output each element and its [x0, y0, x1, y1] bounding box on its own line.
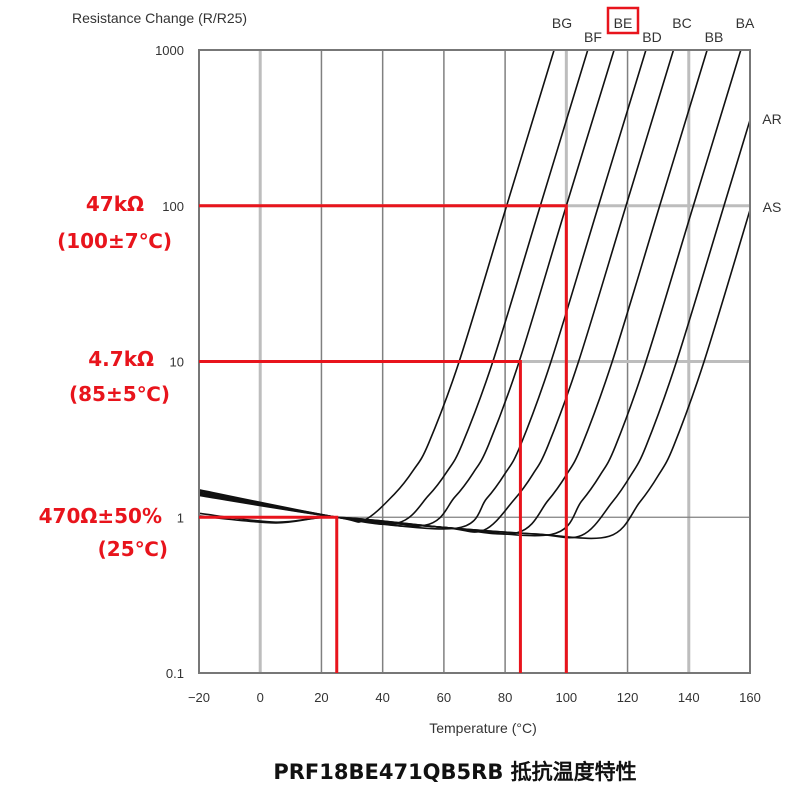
x-tick-label: 20 [314, 690, 328, 705]
y-tick-label: 100 [162, 199, 184, 214]
curve-bf [199, 50, 589, 526]
x-tick-label: 40 [375, 690, 389, 705]
annotation-lines [199, 204, 568, 673]
annotation-470-value: 470Ω±50% [38, 504, 162, 528]
y-axis-title: Resistance Change (R/R25) [72, 10, 247, 26]
series-label-ba: BA [736, 15, 755, 31]
x-tick-label: 160 [739, 690, 761, 705]
curve-as [199, 209, 750, 540]
annotation-line [199, 515, 339, 673]
chart-caption: PRF18BE471QB5RB 抵抗温度特性 [273, 760, 637, 784]
y-tick-label: 0.1 [166, 666, 184, 681]
x-tick-label: 0 [257, 690, 264, 705]
highlight-box [606, 6, 640, 35]
series-label-bc: BC [672, 15, 691, 31]
series-label-be: BE [614, 15, 633, 31]
annotation-4k7-condition: (85±5℃) [68, 382, 170, 406]
annotation-line [199, 204, 568, 673]
x-tick-label: 60 [437, 690, 451, 705]
series-label-bb: BB [705, 29, 724, 45]
x-tick-label: 140 [678, 690, 700, 705]
annotation-line [199, 360, 522, 673]
x-tick-label: −20 [188, 690, 210, 705]
curve-bc [199, 50, 675, 533]
x-tick-label: 100 [555, 690, 577, 705]
y-tick-label: 1000 [155, 43, 184, 58]
annotation-47k-condition: (100±7℃) [57, 229, 172, 253]
curve-ba [199, 50, 742, 537]
series-label-bd: BD [642, 29, 661, 45]
annotation-47k-value: 47kΩ [85, 192, 144, 216]
series-label-bf: BF [584, 29, 602, 45]
annotation-4k7-value: 4.7kΩ [88, 347, 154, 371]
series-label-as: AS [763, 199, 782, 215]
x-axis-label: Temperature (°C) [429, 720, 537, 736]
series-label-ar: AR [762, 111, 781, 127]
series-labels: BG BF BE BD BC BB BA AR AS [552, 6, 782, 215]
annotation-470-condition: (25℃) [97, 537, 168, 561]
ticks: −20 0 20 40 60 80 100 120 140 160 1000 100 10 1 0.1 [155, 43, 761, 705]
x-tick-label: 120 [617, 690, 639, 705]
x-tick-label: 80 [498, 690, 512, 705]
y-tick-label: 10 [170, 355, 184, 370]
y-tick-label: 1 [177, 510, 184, 525]
series-label-bg: BG [552, 15, 572, 31]
curves [199, 50, 750, 540]
curve-bg [199, 50, 555, 523]
